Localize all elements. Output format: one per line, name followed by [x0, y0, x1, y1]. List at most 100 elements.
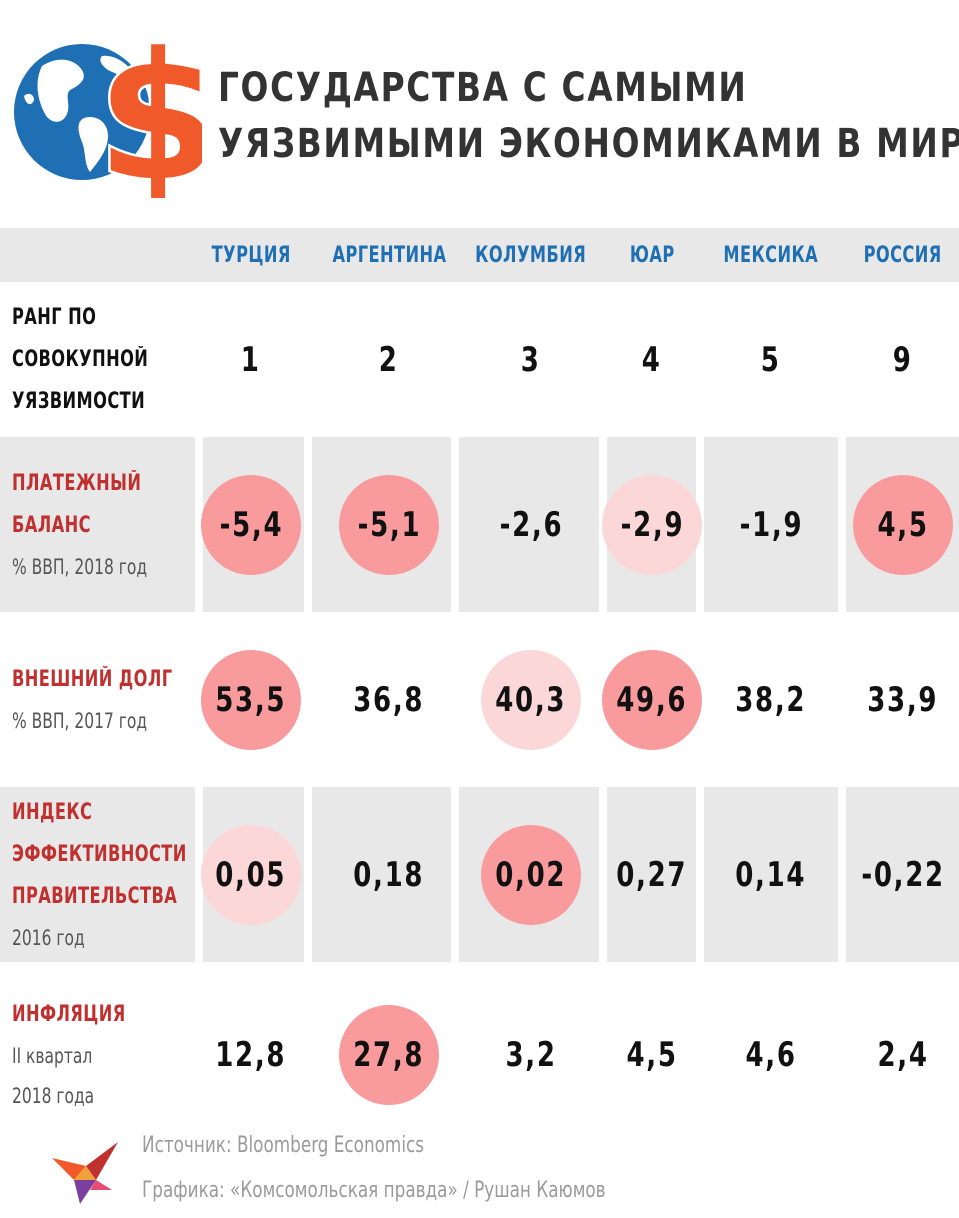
- value-label: 9: [893, 339, 913, 380]
- value-cell: 38,2: [701, 680, 841, 720]
- row-label-line: ИНФЛЯЦИЯ: [12, 1002, 126, 1027]
- column-header: ТУРЦИЯ: [171, 238, 331, 274]
- row-label-line: ЭФФЕКТИВНОСТИ: [12, 841, 187, 867]
- value-cell: 4,6: [701, 1035, 841, 1075]
- value-label: 12,8: [215, 1035, 287, 1075]
- value-cell: 3: [461, 340, 601, 380]
- value-label: -1,9: [739, 504, 803, 545]
- value-cell: 1: [181, 340, 321, 380]
- value-cell: 4,5: [833, 505, 959, 545]
- value-label: 33,9: [867, 679, 939, 720]
- value-label: -2,9: [620, 504, 684, 545]
- value-label: 53,5: [215, 679, 287, 720]
- value-cell: 12,8: [181, 1035, 321, 1075]
- value-cell: 0,05: [181, 855, 321, 895]
- highlight-circle: [602, 474, 702, 575]
- column-divider: [451, 282, 459, 1148]
- value-cell: 5: [701, 340, 841, 380]
- row-label-subtitle: 2018 года: [12, 1084, 95, 1108]
- row-label-line: СОВОКУПНОЙ: [12, 346, 149, 372]
- value-cell: -0,22: [833, 855, 959, 895]
- value-cell: 2,4: [833, 1035, 959, 1075]
- value-cell: 27,8: [319, 1035, 459, 1075]
- row-label: ИНДЕКС ЭФФЕКТИВНОСТИ ПРАВИТЕЛЬСТВА 2016 год: [12, 792, 202, 958]
- row-label-line: ВНЕШНИЙ ДОЛГ: [12, 666, 173, 692]
- column-header-label: КОЛУМБИЯ: [475, 243, 587, 268]
- value-label: 49,6: [616, 679, 688, 720]
- column-header-label: ЮАР: [629, 243, 675, 268]
- column-divider: [195, 282, 203, 1148]
- row-band-4: [0, 787, 959, 962]
- value-label: 3: [521, 339, 541, 380]
- row-band-2: [0, 437, 959, 612]
- title-line-1: ГОСУДАРСТВА С САМЫМИ: [218, 65, 748, 111]
- row-label-subtitle: % ВВП, 2018 год: [12, 554, 148, 579]
- value-label: 0,14: [735, 854, 807, 895]
- column-header: КОЛУМБИЯ: [451, 238, 611, 274]
- value-cell: -2,9: [582, 505, 722, 545]
- value-cell: 36,8: [319, 680, 459, 720]
- row-label-line: ПЛАТЕЖНЫЙ: [12, 470, 142, 496]
- value-label: 38,2: [735, 679, 807, 720]
- column-header: МЕКСИКА: [691, 238, 851, 274]
- highlight-circle: [201, 474, 301, 575]
- value-label: -0,22: [861, 854, 945, 895]
- globe-icon: [14, 44, 150, 180]
- vulnerability-table: ТУРЦИЯ АРГЕНТИНА КОЛУМБИЯ ЮАР МЕКСИКА РОССИЯ Р…: [0, 228, 959, 1148]
- value-label: 2,4: [877, 1035, 929, 1075]
- row-label: ВНЕШНИЙ ДОЛГ % ВВП, 2017 год: [12, 659, 202, 741]
- value-cell: 33,9: [833, 680, 959, 720]
- column-header-label: РОССИЯ: [863, 243, 943, 268]
- page-title: ГОСУДАРСТВА С САМЫМИ УЯЗВИМЫМИ ЭКОНОМИКА…: [218, 60, 959, 172]
- value-label: 4,5: [626, 1035, 678, 1075]
- globe-dollar-logo: $: [14, 26, 202, 198]
- value-label: 40,3: [495, 679, 567, 720]
- row-label-subtitle: 2016 год: [12, 925, 85, 950]
- column-divider: [599, 282, 607, 1148]
- value-cell: 40,3: [461, 680, 601, 720]
- row-label: ПЛАТЕЖНЫЙ БАЛАНС % ВВП, 2018 год: [12, 463, 202, 587]
- value-label: 27,8: [353, 1035, 425, 1075]
- graphics-credit: Графика: «Комсомольская правда» / Рушан …: [142, 1178, 606, 1203]
- highlight-circle: [602, 649, 702, 750]
- row-label-subtitle: % ВВП, 2017 год: [12, 708, 148, 733]
- row-label-line: УЯЗВИМОСТИ: [12, 388, 146, 414]
- value-label: 4,5: [877, 504, 929, 545]
- value-label: 4: [642, 339, 662, 380]
- source-note: Источник: Bloomberg Economics: [142, 1133, 425, 1158]
- value-label: 5: [761, 339, 781, 380]
- highlight-circle: [201, 649, 301, 750]
- row-label-line: РАНГ ПО: [12, 304, 97, 330]
- column-header-label: ТУРЦИЯ: [211, 243, 291, 268]
- value-cell: -2,6: [461, 505, 601, 545]
- value-label: -5,1: [357, 504, 421, 545]
- value-cell: 0,14: [701, 855, 841, 895]
- column-header: АРГЕНТИНА: [309, 238, 469, 274]
- title-line-2: УЯЗВИМЫМИ ЭКОНОМИКАМИ В МИРЕ: [218, 121, 959, 167]
- value-label: 2: [379, 339, 399, 380]
- highlight-circle: [339, 474, 439, 575]
- value-cell: 0,27: [582, 855, 722, 895]
- value-cell: 53,5: [181, 680, 321, 720]
- highlight-circle: [481, 824, 581, 925]
- value-cell: 0,02: [461, 855, 601, 895]
- value-label: 0,05: [215, 854, 287, 895]
- row-label-line: БАЛАНС: [12, 512, 91, 538]
- value-cell: 4,5: [582, 1035, 722, 1075]
- row-label-subtitle: II квартал: [12, 1044, 93, 1068]
- column-divider: [304, 282, 312, 1148]
- row-label: РАНГ ПО СОВОКУПНОЙ УЯЗВИМОСТИ: [12, 297, 202, 423]
- value-cell: 9: [833, 340, 959, 380]
- value-cell: -5,4: [181, 505, 321, 545]
- column-header: РОССИЯ: [823, 238, 959, 274]
- dollar-sign-icon: $: [97, 26, 202, 198]
- column-divider: [838, 282, 846, 1148]
- bird-logo-icon: [52, 1142, 118, 1204]
- value-label: 36,8: [353, 679, 425, 720]
- value-label: 3,2: [505, 1035, 557, 1075]
- value-cell: 4: [582, 340, 722, 380]
- row-label-line: ПРАВИТЕЛЬСТВА: [12, 883, 178, 909]
- column-header-label: МЕКСИКА: [723, 243, 819, 268]
- value-cell: -1,9: [701, 505, 841, 545]
- value-cell: 2: [319, 340, 459, 380]
